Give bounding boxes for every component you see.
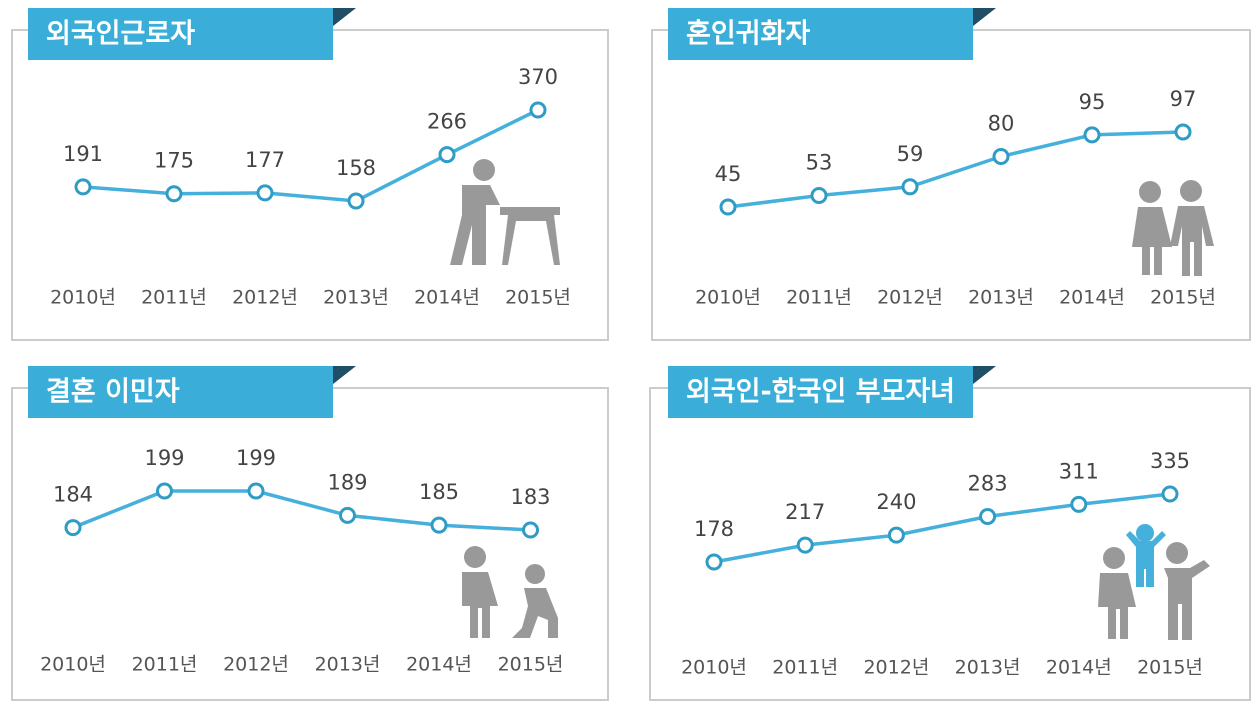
- tab: [668, 8, 973, 60]
- point: [430, 516, 448, 534]
- point: [979, 508, 997, 526]
- x-tick-label: 2015년: [498, 654, 564, 676]
- point: [529, 101, 547, 119]
- tab-corner: [328, 8, 356, 30]
- tab: [28, 8, 333, 60]
- value-label: 59: [897, 142, 924, 166]
- value-label: 199: [144, 446, 184, 470]
- tab-corner: [968, 366, 996, 388]
- tab-corner: [328, 366, 356, 388]
- point: [992, 148, 1010, 166]
- value-label: 335: [1150, 449, 1190, 473]
- point: [522, 521, 539, 539]
- point: [256, 184, 274, 202]
- value-label: 184: [53, 483, 93, 507]
- x-tick-label: 2012년: [877, 287, 943, 309]
- series-line: [82, 108, 539, 203]
- tab-corner: [968, 8, 996, 30]
- panel-frames: [11, 29, 1251, 701]
- x-tick-label: 2011년: [786, 287, 852, 309]
- series-line: [713, 492, 1171, 564]
- value-label: 45: [715, 162, 742, 186]
- series-line: [72, 489, 531, 532]
- value-label: 217: [785, 500, 825, 524]
- value-label: 370: [518, 65, 558, 89]
- x-tick-label: 2013년: [968, 287, 1034, 309]
- value-label: 158: [336, 156, 376, 180]
- tab: [668, 366, 973, 418]
- x-tick-label: 2012년: [232, 287, 298, 309]
- value-label: 95: [1079, 90, 1106, 114]
- series-line: [727, 130, 1184, 209]
- point: [347, 192, 365, 210]
- value-label: 189: [327, 470, 367, 494]
- point: [247, 482, 265, 500]
- point: [74, 178, 92, 196]
- point: [1083, 126, 1101, 144]
- chart-title: 외국인-한국인 부모자녀: [686, 377, 955, 408]
- chart-title: 외국인근로자: [46, 19, 195, 50]
- value-label: 199: [236, 446, 276, 470]
- value-label: 97: [1170, 87, 1197, 111]
- x-tick-label: 2014년: [406, 654, 472, 676]
- x-tick-label: 2011년: [772, 657, 838, 679]
- value-label: 80: [988, 112, 1015, 136]
- x-tick-label: 2013년: [955, 657, 1021, 679]
- point: [887, 526, 905, 544]
- x-tick-label: 2013년: [315, 654, 381, 676]
- point: [1161, 485, 1179, 503]
- x-tick-label: 2015년: [1137, 657, 1203, 679]
- value-label: 177: [245, 148, 285, 172]
- value-label: 183: [510, 485, 550, 509]
- point: [339, 506, 356, 524]
- x-tick-label: 2014년: [414, 287, 480, 309]
- value-label: 311: [1059, 459, 1099, 483]
- point: [705, 553, 723, 571]
- value-label: 266: [427, 110, 467, 134]
- point: [156, 482, 173, 500]
- point: [796, 536, 814, 554]
- x-tick-label: 2010년: [681, 657, 747, 679]
- x-tick-label: 2010년: [695, 287, 761, 309]
- value-label: 283: [968, 472, 1008, 496]
- icons: [450, 159, 1214, 640]
- x-tick-label: 2012년: [223, 654, 289, 676]
- x-tick-label: 2013년: [323, 287, 389, 309]
- x-tick-label: 2014년: [1059, 287, 1125, 309]
- value-label: 240: [876, 490, 916, 514]
- point: [810, 186, 828, 204]
- x-tick-label: 2010년: [50, 287, 116, 309]
- point: [1174, 123, 1192, 141]
- value-label: 178: [694, 517, 734, 541]
- point: [901, 178, 919, 196]
- value-label: 53: [806, 150, 833, 174]
- value-label: 191: [63, 142, 103, 166]
- value-label: 175: [154, 149, 194, 173]
- chart-title: 혼인귀화자: [686, 19, 810, 50]
- value-label: 185: [419, 480, 459, 504]
- point: [165, 185, 183, 203]
- point: [438, 146, 456, 164]
- point: [719, 198, 737, 216]
- x-tick-label: 2015년: [505, 287, 571, 309]
- chart-title: 결혼 이민자: [46, 377, 180, 408]
- x-tick-label: 2015년: [1150, 287, 1216, 309]
- x-tick-label: 2014년: [1046, 657, 1112, 679]
- x-tick-label: 2011년: [141, 287, 207, 309]
- point: [1070, 495, 1088, 513]
- x-tick-label: 2011년: [132, 654, 198, 676]
- x-tick-label: 2012년: [863, 657, 929, 679]
- tab: [28, 366, 333, 418]
- point: [64, 519, 82, 537]
- x-tick-label: 2010년: [40, 654, 106, 676]
